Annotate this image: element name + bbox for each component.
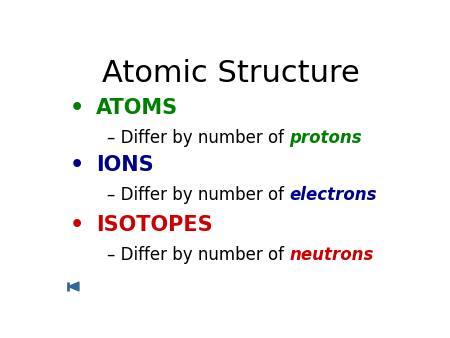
Text: ISOTOPES: ISOTOPES [96, 215, 213, 235]
Text: •: • [70, 155, 84, 175]
Text: ATOMS: ATOMS [96, 98, 179, 118]
Text: protons: protons [289, 129, 362, 147]
Text: – Differ by number of: – Differ by number of [107, 246, 289, 264]
Text: Atomic Structure: Atomic Structure [102, 59, 360, 88]
Text: IONS: IONS [96, 155, 154, 175]
Text: electrons: electrons [289, 187, 377, 204]
Text: •: • [70, 215, 84, 235]
Text: neutrons: neutrons [289, 246, 374, 264]
Polygon shape [68, 282, 79, 291]
Text: – Differ by number of: – Differ by number of [107, 187, 289, 204]
Text: – Differ by number of: – Differ by number of [107, 129, 289, 147]
Text: •: • [70, 98, 84, 118]
